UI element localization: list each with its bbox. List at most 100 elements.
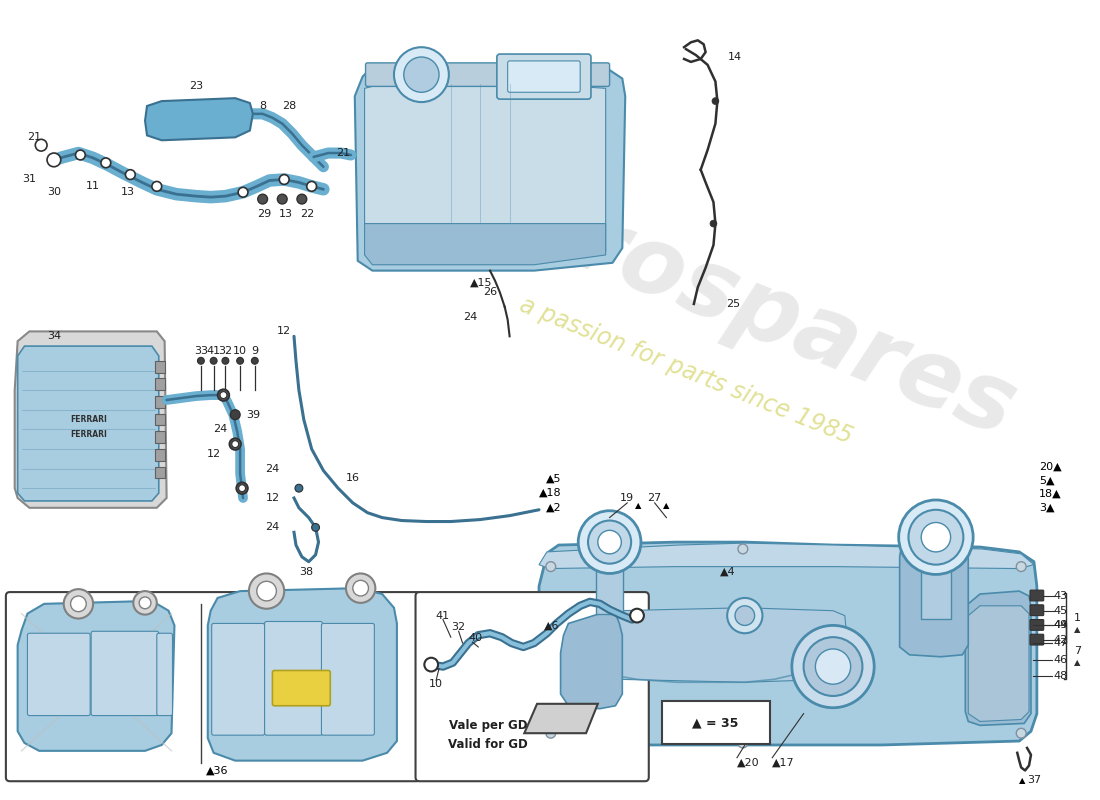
FancyBboxPatch shape (416, 592, 649, 782)
Circle shape (125, 170, 135, 179)
Text: 20▲: 20▲ (1038, 462, 1061, 472)
Circle shape (101, 158, 111, 168)
Text: 41: 41 (436, 610, 450, 621)
Circle shape (921, 522, 950, 552)
Text: 24: 24 (265, 464, 279, 474)
Text: 22: 22 (300, 209, 315, 218)
Circle shape (345, 574, 375, 603)
Polygon shape (145, 98, 253, 140)
Text: 24: 24 (463, 312, 477, 322)
Bar (155, 414, 165, 426)
FancyBboxPatch shape (91, 631, 158, 715)
Circle shape (738, 544, 748, 554)
Text: 7: 7 (1074, 646, 1081, 656)
Text: 40: 40 (469, 633, 483, 643)
Circle shape (588, 521, 631, 564)
Text: 47: 47 (1054, 638, 1068, 648)
Circle shape (256, 582, 276, 601)
Text: 33: 33 (194, 346, 208, 356)
Circle shape (579, 510, 641, 574)
FancyBboxPatch shape (1030, 619, 1044, 630)
Bar (155, 396, 165, 408)
Text: 12: 12 (265, 493, 279, 503)
Circle shape (727, 598, 762, 634)
Text: 14: 14 (728, 52, 743, 62)
Text: 44: 44 (1054, 621, 1068, 630)
Text: 28: 28 (282, 101, 296, 111)
Circle shape (804, 637, 862, 696)
Text: 9: 9 (251, 346, 258, 356)
Text: 21: 21 (336, 148, 350, 158)
Circle shape (229, 438, 241, 450)
FancyBboxPatch shape (211, 623, 265, 735)
Text: ▲15: ▲15 (471, 278, 493, 287)
Text: a passion for parts since 1985: a passion for parts since 1985 (516, 293, 856, 449)
Polygon shape (968, 606, 1028, 722)
Circle shape (236, 482, 248, 494)
Circle shape (210, 358, 217, 364)
Polygon shape (18, 601, 175, 751)
Circle shape (1016, 562, 1026, 571)
Text: 38: 38 (299, 566, 312, 577)
Text: 16: 16 (345, 474, 360, 483)
Text: 49: 49 (1054, 621, 1068, 630)
Circle shape (295, 484, 302, 492)
Circle shape (239, 485, 245, 492)
Circle shape (404, 57, 439, 92)
Circle shape (230, 410, 240, 420)
Circle shape (735, 606, 755, 626)
Text: 25: 25 (726, 299, 740, 309)
Polygon shape (525, 704, 597, 734)
Text: 5▲: 5▲ (1038, 475, 1054, 486)
Circle shape (152, 182, 162, 191)
Circle shape (546, 728, 556, 738)
Text: 48: 48 (1054, 671, 1068, 682)
Circle shape (353, 580, 369, 596)
Text: 43: 43 (1054, 591, 1068, 601)
FancyBboxPatch shape (508, 61, 580, 92)
Text: 46: 46 (1054, 654, 1068, 665)
Text: ▲36: ▲36 (206, 766, 229, 775)
Text: 10: 10 (233, 346, 248, 356)
Text: ▲2: ▲2 (546, 503, 562, 513)
Polygon shape (539, 543, 1034, 569)
Bar (155, 449, 165, 461)
Text: 31: 31 (22, 174, 36, 185)
Circle shape (815, 649, 850, 684)
Circle shape (35, 139, 47, 151)
Circle shape (236, 358, 243, 364)
Polygon shape (208, 588, 397, 761)
Text: ▲: ▲ (662, 502, 669, 510)
FancyBboxPatch shape (1030, 590, 1044, 601)
Circle shape (140, 597, 151, 609)
Text: 42: 42 (1054, 635, 1068, 645)
Polygon shape (364, 83, 606, 255)
Text: 12: 12 (207, 449, 221, 459)
Text: ▲6: ▲6 (543, 621, 560, 630)
Text: Vale per GD
Valid for GD: Vale per GD Valid for GD (448, 719, 528, 751)
Circle shape (64, 589, 94, 618)
Circle shape (307, 182, 317, 191)
Text: 13: 13 (120, 187, 134, 198)
Text: FERRARI: FERRARI (69, 415, 107, 424)
FancyBboxPatch shape (365, 63, 609, 86)
Text: 12: 12 (277, 326, 292, 336)
Text: 29: 29 (257, 209, 272, 218)
Text: 32: 32 (452, 622, 465, 632)
Text: 13: 13 (279, 209, 294, 218)
FancyBboxPatch shape (273, 670, 330, 706)
Text: ▲: ▲ (635, 502, 641, 510)
Bar (155, 361, 165, 373)
Bar (155, 466, 165, 478)
Text: 32: 32 (218, 346, 232, 356)
Text: eurospares: eurospares (441, 147, 1030, 457)
Circle shape (710, 220, 717, 227)
Text: 3▲: 3▲ (1038, 503, 1054, 513)
FancyBboxPatch shape (1030, 634, 1044, 645)
Bar (155, 431, 165, 443)
Circle shape (277, 194, 287, 204)
Bar (596, 545, 624, 614)
Circle shape (546, 562, 556, 571)
Circle shape (257, 194, 267, 204)
Circle shape (792, 626, 875, 708)
